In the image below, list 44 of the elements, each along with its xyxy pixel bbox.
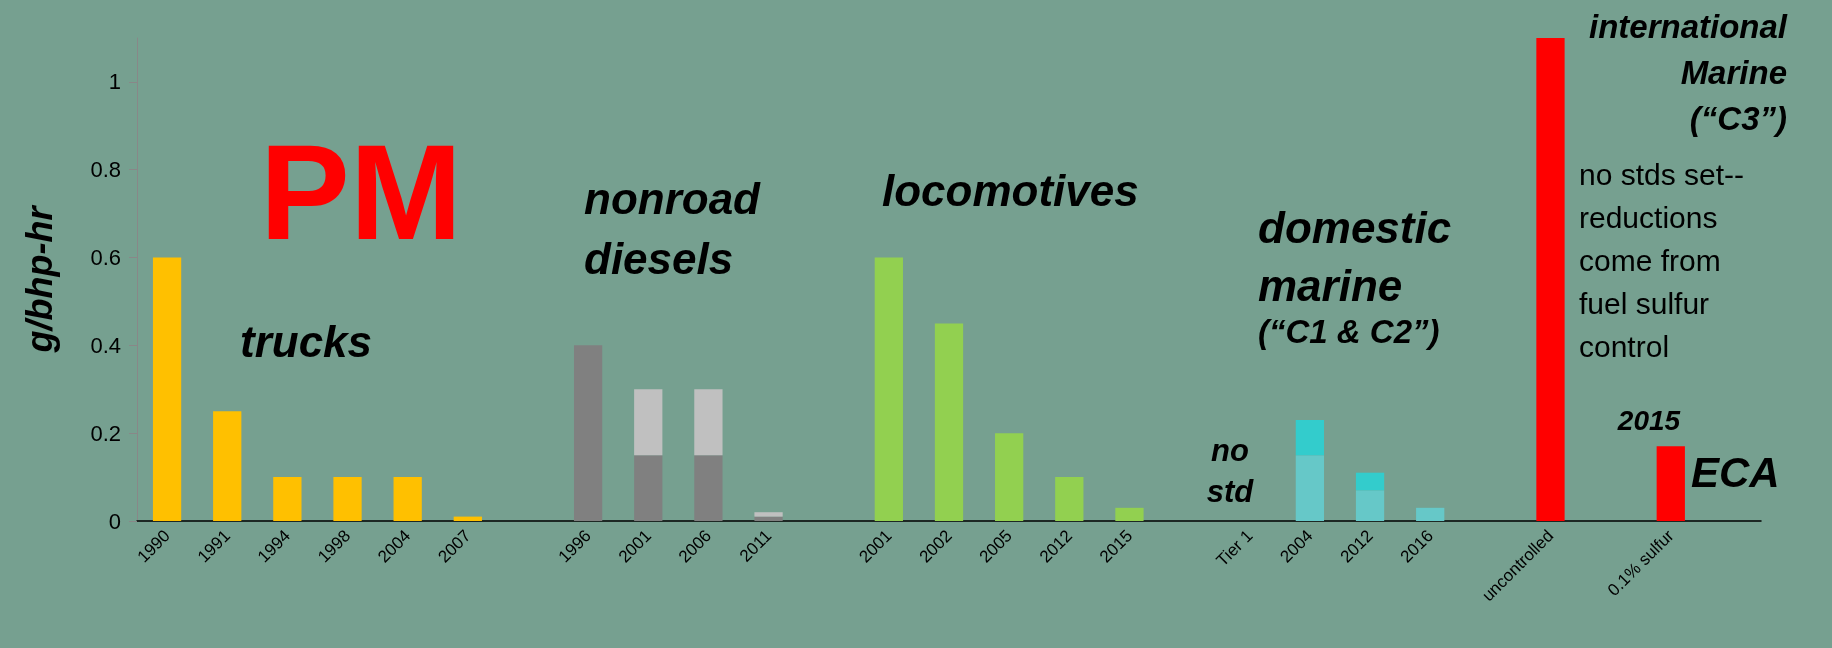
bar <box>874 257 903 521</box>
annotation: 2015 <box>1616 404 1681 436</box>
annotation: no stds set-- reductions come from fuel sulfur control <box>1579 157 1745 363</box>
bar <box>1055 477 1084 521</box>
bar <box>1115 507 1144 521</box>
annotation: locomotives <box>882 165 1139 215</box>
bar <box>1656 446 1685 521</box>
bar <box>995 433 1024 521</box>
annotation: domestic marine <box>1258 202 1452 310</box>
text: PM <box>259 116 463 268</box>
bar <box>694 389 723 456</box>
annotation: nonroad diesels <box>584 173 762 283</box>
y-tick-label: 0.2 <box>90 420 121 446</box>
bar <box>754 516 783 521</box>
y-axis-title: g/bhp-hr <box>18 204 60 354</box>
bar <box>453 516 482 521</box>
y-tick-label: 0.6 <box>90 245 121 271</box>
bar <box>273 477 302 521</box>
bar <box>573 345 603 521</box>
y-tick-label: 1 <box>108 69 121 95</box>
annotation: international Marine (“C3”) <box>1588 7 1788 137</box>
bar <box>1355 472 1385 491</box>
x-tick-label: Tier 1 <box>1212 526 1257 570</box>
bar <box>1355 490 1385 521</box>
bar <box>213 411 242 521</box>
bar <box>152 257 182 521</box>
bar <box>1295 420 1325 456</box>
bar <box>333 477 362 521</box>
y-tick-label: 0.4 <box>90 332 121 358</box>
bar <box>634 455 663 521</box>
bar <box>934 323 964 521</box>
bar <box>634 389 663 456</box>
y-tick-label: 0 <box>108 508 121 534</box>
bar <box>1295 455 1325 521</box>
bar <box>1536 38 1565 521</box>
bar <box>754 512 783 517</box>
bar <box>393 477 422 521</box>
bar <box>1416 507 1445 521</box>
bar <box>694 455 723 521</box>
y-tick-label: 0.8 <box>90 157 121 183</box>
annotation: (“C1 & C2”) <box>1258 312 1440 350</box>
annotation: no std <box>1206 433 1255 509</box>
annotation: trucks <box>240 316 373 366</box>
annotation: ECA <box>1691 448 1780 496</box>
